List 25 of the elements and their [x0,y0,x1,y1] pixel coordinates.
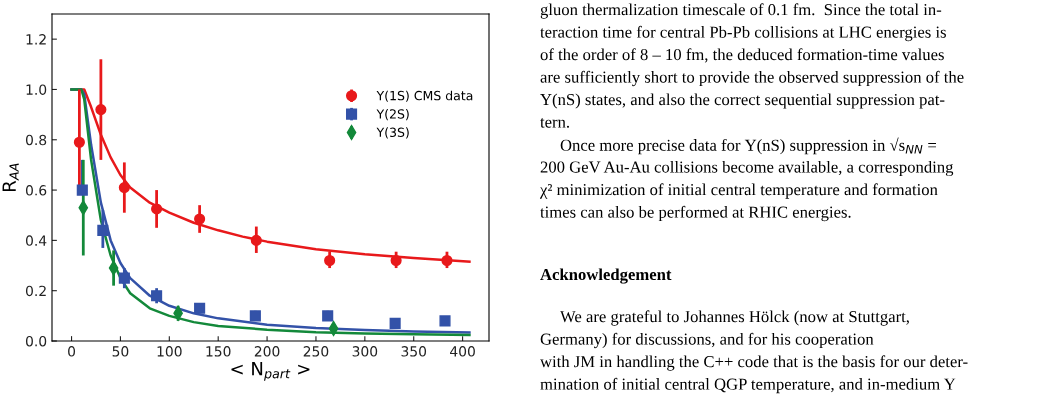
text: We are grateful to Johannes Hölck (now at Stuttgart, Germany) for discussions, and for his cooperation with JM in handling the C++ code that is the basis for our deter- mination of initial central QGP temperature, and in-medium Υ [540,310,968,394]
y-tick-label: 0.0 [25,335,47,347]
y-tick-label: 1.2 [26,34,46,45]
legend-label: Y(2S) [376,109,409,121]
y-tick-label: 0.4 [25,235,47,246]
y-tick-label: 0.2 [25,285,46,297]
text: Acknowledgement [540,268,672,284]
x-tick-label: 400 [450,346,475,357]
y-tick-label: 1.0 [26,84,47,95]
x-tick-label: 150 [206,346,231,357]
x-tick-label: 300 [352,346,378,357]
x-axis-title: < N$_{part}$ > [231,362,310,381]
y-tick-label: 0.6 [25,185,47,196]
x-tick-label: 200 [254,346,280,357]
x-tick-label: 100 [157,346,182,357]
legend-label: Y(3S) [376,127,409,139]
x-tick-label: 350 [401,346,427,357]
y-axis-title: R$_{AA}$ [2,163,19,191]
text: gluon thermalization timescale of 0.1 fm. Since the total in- teraction time for central Pb-Pb collisions at LHC energies is of the order of 8 – 10 fm, the deduced formation-time values are sufficiently short to provide the observed suppression of the Υ(nS) states, and also the correct sequential suppression pat- tern. [540,3,964,128]
y-tick-label: 0.8 [25,134,47,146]
x-tick-label: 250 [303,346,329,357]
legend-label: Y(1S) CMS data [376,90,473,102]
x-tick-label: 50 [112,346,129,357]
text: Once more precise data for Υ(nS) suppression in √s$_{NN}$ = 200 GeV Au-Au collisions become available, a corresponding χ² minimization of initial central temperature and formation times can also be performed at RHIC energies. [539,137,954,222]
x-tick-label: 0 [68,346,76,357]
